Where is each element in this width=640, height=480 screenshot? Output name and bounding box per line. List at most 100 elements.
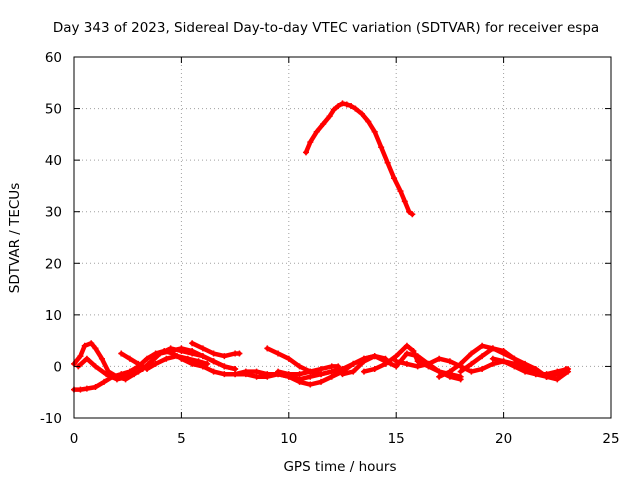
data-point xyxy=(522,360,529,367)
data-point xyxy=(236,350,243,357)
series-arc-8 xyxy=(264,345,346,378)
data-point xyxy=(264,373,271,380)
data-point xyxy=(195,358,202,365)
data-point xyxy=(335,102,342,109)
data-point xyxy=(409,211,416,218)
data-point xyxy=(328,368,335,375)
data-point xyxy=(532,366,539,373)
data-point xyxy=(92,363,99,370)
y-tick-label: 30 xyxy=(45,205,62,221)
y-tick-label: 0 xyxy=(53,359,62,375)
data-point xyxy=(307,373,314,380)
data-point xyxy=(403,350,410,357)
y-tick-label: -10 xyxy=(40,411,62,427)
data-point xyxy=(468,350,475,357)
data-point xyxy=(522,366,529,373)
series-arc-11 xyxy=(360,342,464,380)
data-point xyxy=(468,368,475,375)
data-point xyxy=(313,128,320,135)
data-point xyxy=(511,360,518,367)
data-point xyxy=(328,363,335,370)
data-point xyxy=(457,360,464,367)
data-point xyxy=(393,353,400,360)
data-point xyxy=(436,355,443,362)
data-point xyxy=(339,100,346,107)
data-point xyxy=(350,360,357,367)
y-tick-label: 20 xyxy=(45,256,62,272)
data-point xyxy=(371,128,378,135)
data-point xyxy=(101,378,108,385)
data-point xyxy=(403,342,410,349)
data-point xyxy=(189,350,196,357)
data-point xyxy=(199,363,206,370)
data-point xyxy=(320,121,327,128)
data-point xyxy=(436,368,443,375)
data-point xyxy=(184,355,191,362)
x-tick-labels: 0 5 10 15 20 25 xyxy=(70,431,620,447)
data-point xyxy=(384,159,391,166)
data-point xyxy=(489,360,496,367)
data-point xyxy=(307,381,314,388)
data-point xyxy=(468,360,475,367)
data-point xyxy=(126,355,133,362)
data-point xyxy=(446,368,453,375)
x-tick-label: 5 xyxy=(177,431,186,447)
x-tick-label: 20 xyxy=(495,431,512,447)
data-point xyxy=(457,373,464,380)
data-point xyxy=(178,347,185,354)
data-point xyxy=(479,342,486,349)
data-point xyxy=(296,363,303,370)
y-tick-label: 10 xyxy=(45,308,62,324)
data-point xyxy=(307,368,314,375)
y-tick-label: 40 xyxy=(45,153,62,169)
data-point xyxy=(307,139,314,146)
data-point xyxy=(401,198,408,205)
x-tick-label: 15 xyxy=(388,431,405,447)
data-point xyxy=(378,144,385,151)
data-point xyxy=(410,347,417,354)
x-tick-label: 25 xyxy=(602,431,619,447)
data-point xyxy=(232,366,239,373)
data-point xyxy=(232,371,239,378)
data-point xyxy=(330,106,337,113)
data-point xyxy=(397,188,404,195)
data-point xyxy=(371,366,378,373)
data-point xyxy=(210,350,217,357)
data-point xyxy=(393,363,400,370)
data-point xyxy=(144,366,151,373)
data-point xyxy=(554,376,561,383)
data-point xyxy=(221,363,228,370)
data-point xyxy=(360,368,367,375)
data-point xyxy=(326,113,333,120)
y-tick-label: 60 xyxy=(45,50,62,66)
data-point xyxy=(436,373,443,380)
data-point xyxy=(365,118,372,125)
data-point xyxy=(118,350,125,357)
data-point xyxy=(275,350,282,357)
data-point xyxy=(339,366,346,373)
y-axis-label: SDTVAR / TECUs xyxy=(7,183,23,293)
series-arc-10 xyxy=(339,350,464,383)
ticks xyxy=(73,56,612,419)
series-arc-3 xyxy=(75,345,239,383)
series-layer xyxy=(71,100,572,393)
series-trace xyxy=(119,351,210,372)
data-point xyxy=(358,110,365,117)
data-point xyxy=(406,208,413,215)
series-arc-5 xyxy=(189,340,243,360)
series-arc-9 xyxy=(275,363,342,378)
y-tick-label: 50 xyxy=(45,102,62,118)
data-point xyxy=(348,102,355,109)
data-point xyxy=(204,360,211,367)
data-point xyxy=(318,378,325,385)
data-point xyxy=(144,355,151,362)
data-point xyxy=(302,149,309,156)
data-point xyxy=(339,371,346,378)
data-point xyxy=(296,378,303,385)
data-point xyxy=(83,355,90,362)
data-point xyxy=(318,366,325,373)
x-axis-label: GPS time / hours xyxy=(283,459,396,475)
data-point xyxy=(135,368,142,375)
y-tick-labels: -10 0 10 20 30 40 50 60 xyxy=(40,50,62,427)
data-point xyxy=(135,360,142,367)
